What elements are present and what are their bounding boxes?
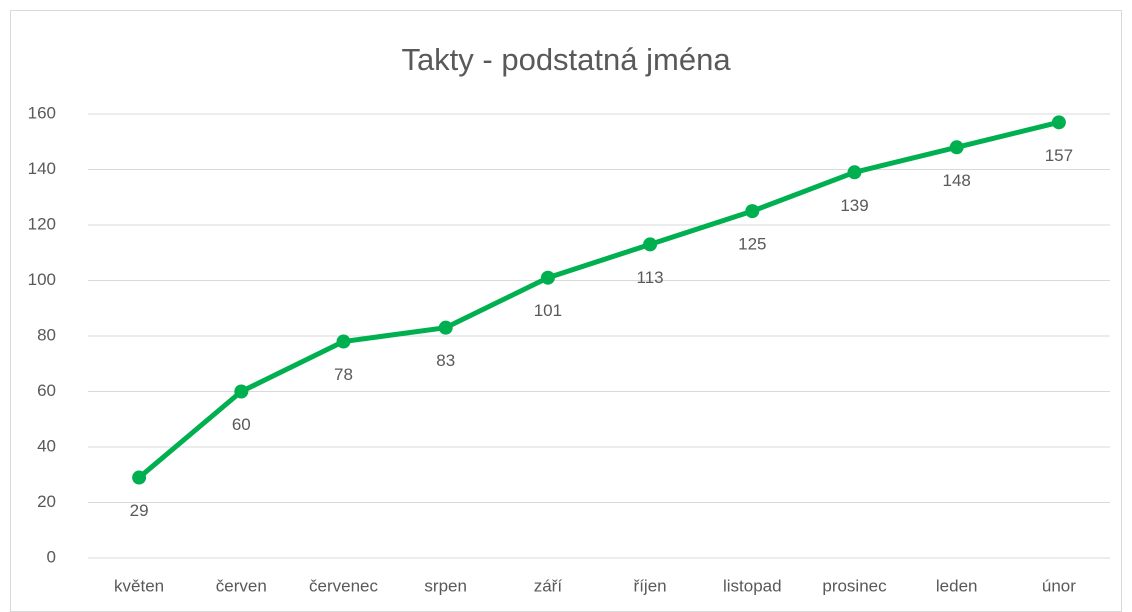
- x-tick-label: červenec: [309, 576, 378, 595]
- y-tick-label: 120: [28, 214, 56, 233]
- y-tick-label: 60: [37, 381, 56, 400]
- marker: [643, 237, 658, 252]
- marker: [1051, 115, 1066, 130]
- y-tick-label: 40: [37, 436, 56, 455]
- x-tick-label: září: [534, 576, 563, 595]
- marker: [949, 140, 964, 155]
- x-tick-label: červen: [216, 576, 267, 595]
- data-label: 83: [436, 351, 455, 370]
- x-tick-label: květen: [114, 576, 164, 595]
- marker: [540, 270, 555, 285]
- y-tick-label: 160: [28, 103, 56, 122]
- marker: [745, 204, 760, 219]
- y-tick-label: 140: [28, 159, 56, 178]
- marker: [234, 384, 249, 399]
- y-tick-label: 0: [47, 547, 56, 566]
- x-tick-label: únor: [1042, 576, 1076, 595]
- y-tick-label: 80: [37, 325, 56, 344]
- marker: [438, 320, 453, 335]
- chart-title: Takty - podstatná jména: [401, 42, 731, 77]
- data-label: 78: [334, 365, 353, 384]
- data-label: 157: [1045, 146, 1073, 165]
- x-tick-label: říjen: [634, 576, 667, 595]
- x-tick-label: listopad: [723, 576, 782, 595]
- data-label: 125: [738, 235, 766, 254]
- x-tick-label: prosinec: [822, 576, 887, 595]
- data-label: 101: [534, 301, 562, 320]
- data-label: 60: [232, 415, 251, 434]
- marker: [336, 334, 351, 349]
- chart-border: [10, 10, 1122, 612]
- data-label: 113: [637, 268, 664, 287]
- data-label: 139: [840, 196, 868, 215]
- marker: [847, 165, 862, 180]
- line: [137, 119, 1060, 480]
- y-tick-label: 20: [37, 492, 56, 511]
- marker: [132, 470, 147, 485]
- x-tick-label: srpen: [424, 576, 467, 595]
- y-tick-label: 100: [28, 270, 56, 289]
- x-tick-label: leden: [936, 576, 978, 595]
- data-label: 29: [130, 501, 149, 520]
- data-label: 148: [943, 171, 971, 190]
